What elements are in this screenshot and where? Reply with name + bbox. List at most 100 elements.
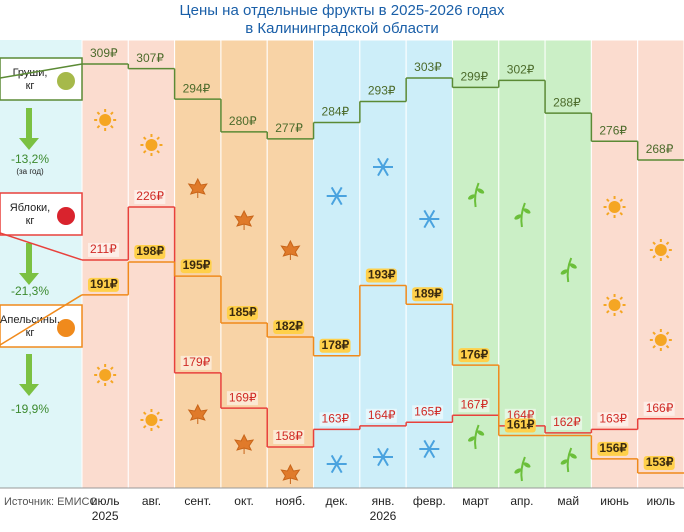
sun-icon — [145, 414, 158, 426]
value-label: 198₽ — [136, 244, 164, 258]
value-label: 163₽ — [599, 412, 627, 426]
sun-ray — [606, 198, 610, 203]
connector — [0, 232, 83, 261]
value-label-bg — [88, 277, 119, 292]
leaf-icon — [234, 209, 255, 230]
sprout-leaf — [560, 459, 568, 465]
left-panel — [0, 40, 82, 488]
value-label: 211₽ — [90, 242, 117, 256]
leaf-icon — [280, 239, 301, 260]
value-label: 276₽ — [599, 123, 627, 137]
x-tick-label: апр. — [510, 494, 533, 508]
sprout-leaf — [477, 430, 485, 436]
sun-ray — [96, 366, 101, 371]
sun-ray — [652, 344, 656, 349]
season-column — [266, 39, 315, 489]
sprout-leaf — [468, 194, 476, 200]
snowflake-icon — [423, 209, 436, 229]
sun-ray — [665, 241, 670, 246]
value-label: 195₽ — [183, 258, 211, 272]
sprout-stem — [566, 447, 573, 473]
sprout-stem — [474, 424, 480, 450]
sun-ray — [606, 211, 610, 216]
value-label: 268₽ — [646, 142, 674, 156]
source: Источник: ЕМИСС — [4, 496, 97, 508]
sun-icon — [654, 244, 667, 256]
leaf-icon — [187, 177, 208, 198]
sun-ray — [606, 296, 610, 301]
value-label: 158₽ — [275, 429, 303, 443]
sprout-stem — [474, 182, 480, 208]
fruit-icon — [57, 319, 75, 337]
sun-icon — [145, 139, 158, 151]
leaf-icon — [280, 463, 301, 484]
value-label-bg — [134, 245, 166, 259]
sun-ray — [96, 124, 101, 129]
leaf-icon — [234, 433, 255, 454]
value-label-bg — [643, 401, 675, 416]
value-label-bg — [226, 391, 258, 406]
value-label-bg — [134, 190, 166, 204]
change-note: (за год) — [16, 167, 44, 176]
sun-ray — [110, 379, 114, 384]
x-tick-label: июль — [91, 494, 120, 508]
arrow-head — [19, 138, 39, 150]
sprout-leaf — [569, 453, 577, 459]
x-tick-label: май — [557, 494, 579, 508]
sprout-stem — [520, 202, 526, 228]
sun-icon — [654, 334, 667, 346]
value-label-bg — [643, 456, 675, 470]
value-label: 153₽ — [646, 455, 674, 469]
value-label-bg — [504, 418, 536, 433]
season-column — [81, 39, 129, 489]
value-label-bg — [597, 412, 629, 427]
sun-ray — [110, 124, 114, 129]
season-column — [637, 39, 684, 489]
value-label: 162₽ — [553, 415, 581, 429]
value-label: 193₽ — [368, 268, 396, 282]
value-label-bg — [88, 242, 119, 257]
chart-subtitle: в Калининградской области — [245, 20, 438, 37]
value-label-bg — [412, 287, 444, 302]
sun-ray — [619, 198, 624, 203]
value-label: 288₽ — [553, 95, 581, 109]
sun-ray — [156, 149, 160, 154]
x-year-label: 2025 — [92, 509, 119, 523]
value-label: 277₽ — [275, 121, 303, 135]
x-tick-label: авг. — [142, 494, 161, 508]
value-label: 185₽ — [229, 305, 257, 319]
value-label: 163₽ — [322, 412, 350, 426]
x-tick-label: нояб. — [275, 494, 305, 508]
snowflake-icon — [330, 186, 343, 206]
value-label-bg — [551, 415, 583, 430]
value-label-bg — [319, 412, 351, 427]
value-label-bg — [365, 408, 397, 423]
value-label-bg — [319, 338, 351, 353]
x-tick-label: сент. — [184, 494, 211, 508]
value-label: 302₽ — [507, 63, 535, 77]
value-label: 309₽ — [90, 46, 118, 60]
sun-ray — [619, 296, 624, 301]
sun-ray — [96, 379, 101, 384]
sun-ray — [142, 424, 147, 429]
value-label: 307₽ — [136, 51, 164, 65]
value-label: 176₽ — [460, 347, 488, 361]
season-column — [220, 39, 268, 489]
sun-ray — [665, 344, 670, 349]
value-label: 164₽ — [368, 408, 396, 422]
sprout-leaf — [569, 263, 577, 269]
sun-ray — [96, 111, 101, 116]
fruit-icon — [57, 72, 75, 90]
sun-ray — [142, 149, 147, 154]
change-label: -19,9% — [11, 402, 49, 416]
x-tick-label: февр. — [413, 494, 446, 508]
sun-ray — [652, 254, 656, 259]
sun-ray — [110, 366, 114, 371]
value-label: 182₽ — [275, 319, 303, 333]
value-label: 303₽ — [414, 60, 442, 74]
value-label-bg — [597, 441, 629, 456]
arrow-head — [19, 384, 39, 396]
snowflake-icon — [377, 447, 389, 467]
sun-ray — [619, 211, 624, 216]
